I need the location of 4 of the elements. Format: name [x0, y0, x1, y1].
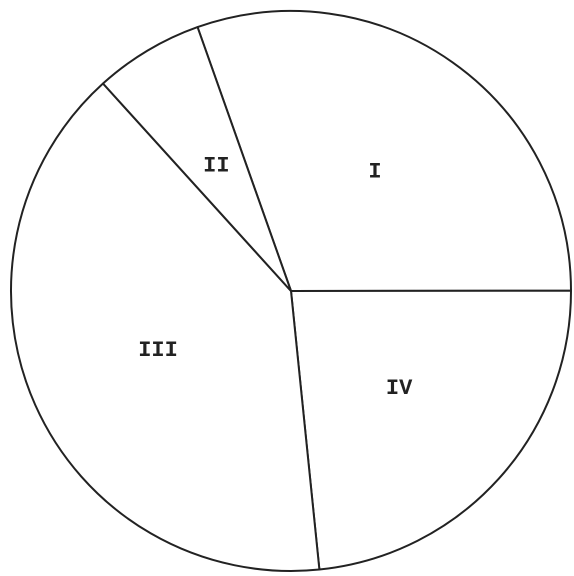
slice-label: I [368, 160, 382, 185]
slice-label: III [138, 338, 178, 363]
slice-label: II [203, 154, 230, 179]
slice-label: IV [386, 376, 414, 402]
